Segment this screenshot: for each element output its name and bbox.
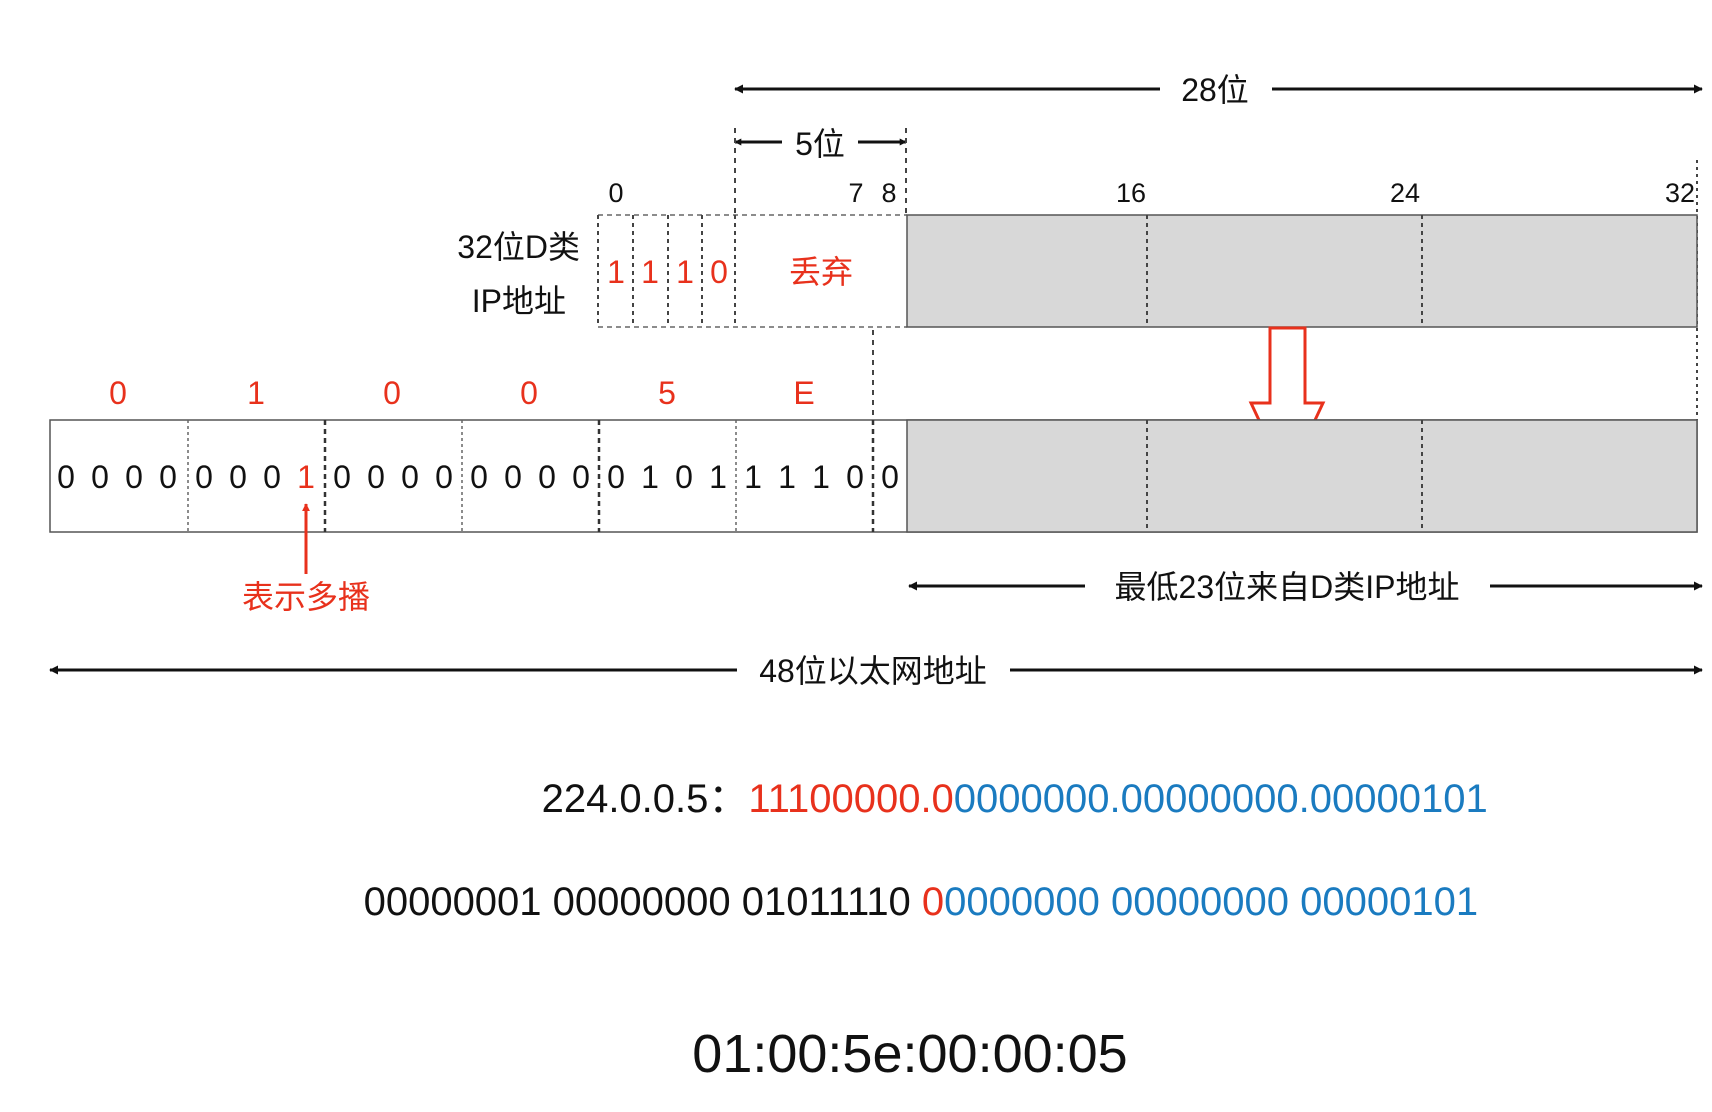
ip-prefix-bit-1: 1: [607, 254, 625, 290]
mac-bit: 0: [333, 459, 351, 495]
hex-nibble-4: 0: [520, 375, 538, 411]
mac-binary-black: 00000001 00000000 01011110: [364, 880, 922, 924]
ip-address-row: 1 1 1 0 丢弃: [597, 214, 1698, 328]
ip-binary-line: 224.0.0.5：11100000.00000000.00000000.000…: [486, 777, 1521, 821]
mac-bit: 0: [435, 459, 453, 495]
mac-bits: 0 0 0 0 0 0 0 1 0 0 0 0 0 0 0 0 0 1 0 1 …: [57, 459, 899, 495]
ip-label-line2: IP地址: [472, 283, 566, 319]
multicast-label: 表示多播: [242, 579, 370, 615]
discard-label: 丢弃: [789, 254, 853, 290]
mac-binary-line: 00000001 00000000 01011110 00000000 0000…: [308, 880, 1511, 924]
ip-prefix-bit-2: 1: [641, 254, 659, 290]
mac-row-gray-area: [906, 419, 1698, 533]
mac-bit: 1: [812, 459, 830, 495]
hex-nibble-6: E: [793, 375, 814, 411]
mac-bit-multicast: 1: [297, 459, 315, 495]
mac-bit: 0: [367, 459, 385, 495]
bit-tick-24: 24: [1390, 178, 1420, 208]
hex-nibble-1: 0: [109, 375, 127, 411]
mac-bit: 1: [641, 459, 659, 495]
mac-bit: 0: [263, 459, 281, 495]
ip-row-gray-area: [907, 215, 1697, 327]
hex-nibble-2: 1: [247, 375, 265, 411]
mac-bit: 1: [709, 459, 727, 495]
bit-tick-labels: 0 7 8 16 24 32: [608, 178, 1695, 208]
mac-bit: 0: [229, 459, 247, 495]
mac-bit: 0: [125, 459, 143, 495]
bit-tick-8: 8: [881, 178, 896, 208]
bits28-label: 28位: [1181, 72, 1249, 108]
bits5-dimension: 5位: [734, 126, 907, 162]
mac-bit: 1: [744, 459, 762, 495]
mac-binary-red: 0: [922, 880, 944, 924]
ip-binary-blue: 0000000.00000000.00000101: [954, 777, 1488, 821]
ip-prefix-bit-3: 1: [676, 254, 694, 290]
mac-address-row: 0 0 0 0 0 0 0 1 0 0 0 0 0 0 0 0 0 1 0 1 …: [49, 419, 1698, 533]
ip-dotted-label: 224.0.0.5：: [542, 777, 749, 821]
mac-bit: 0: [881, 459, 899, 495]
bits28-dimension: 28位: [734, 72, 1703, 108]
mac-bit: 0: [846, 459, 864, 495]
mac-bit: 0: [538, 459, 556, 495]
ip-label-line1: 32位D类: [457, 229, 580, 265]
mac-bit: 0: [159, 459, 177, 495]
bits5-label: 5位: [795, 126, 845, 162]
mac-bit: 0: [401, 459, 419, 495]
mac-bit: 1: [778, 459, 796, 495]
mac-bit: 0: [57, 459, 75, 495]
mac-bit: 0: [675, 459, 693, 495]
mac-address: 01:00:5e:00:00:05: [692, 1024, 1127, 1084]
mac-binary-blue: 0000000 00000000 00000101: [944, 880, 1478, 924]
hex-nibble-5: 5: [658, 375, 676, 411]
mac-bit: 0: [91, 459, 109, 495]
bit-tick-7: 7: [848, 178, 863, 208]
hex-nibble-3: 0: [383, 375, 401, 411]
mac-bit: 0: [572, 459, 590, 495]
eth48-dimension: 48位以太网地址: [49, 653, 1703, 689]
mac-bit: 0: [470, 459, 488, 495]
ip-prefix-bit-4: 0: [710, 254, 728, 290]
hex-nibble-labels: 0 1 0 0 5 E: [109, 375, 815, 411]
ip-binary-red: 11100000.0: [748, 777, 953, 821]
low23-label: 最低23位来自D类IP地址: [1115, 569, 1460, 605]
bit-tick-0: 0: [608, 178, 623, 208]
mac-bit: 0: [504, 459, 522, 495]
bit-tick-16: 16: [1116, 178, 1146, 208]
eth48-label: 48位以太网地址: [759, 653, 987, 689]
bit-tick-32: 32: [1665, 178, 1695, 208]
low23-dimension: 最低23位来自D类IP地址: [908, 569, 1703, 605]
mac-bit: 0: [195, 459, 213, 495]
mac-bit: 0: [607, 459, 625, 495]
